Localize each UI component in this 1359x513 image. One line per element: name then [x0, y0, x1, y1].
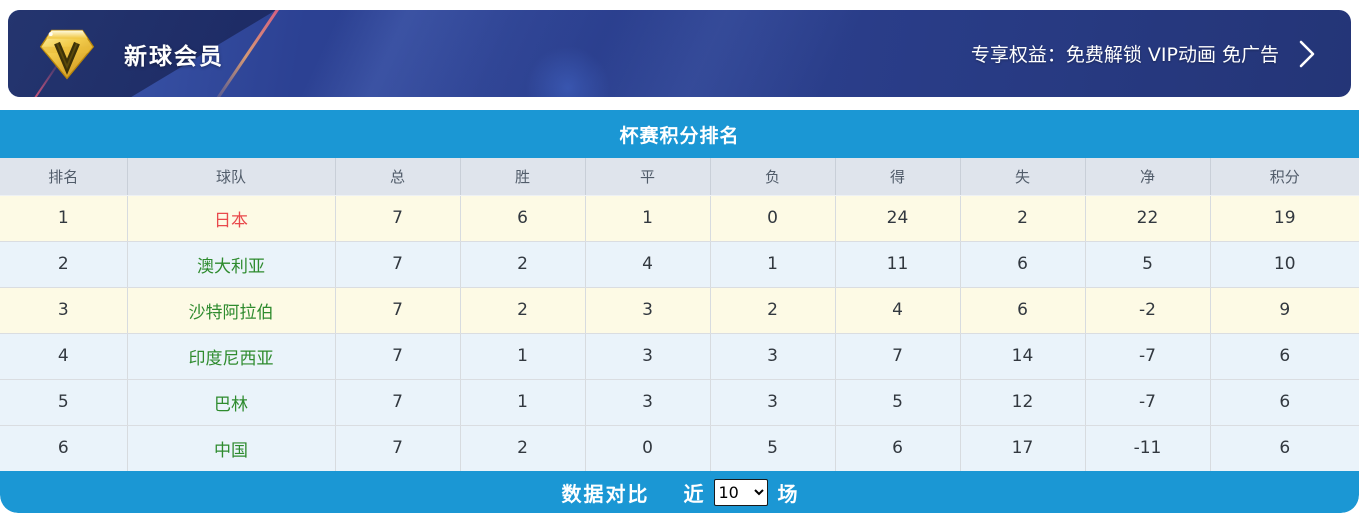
cell-goal-diff: -7 [1085, 379, 1211, 426]
table-title-bar: 杯赛积分排名 [0, 110, 1359, 158]
vip-benefits-link[interactable]: 专享权益：免费解锁 VIP动画 免广告 [971, 39, 1351, 69]
cell-team[interactable]: 日本 [127, 195, 336, 242]
cell-goals-for: 24 [835, 195, 961, 242]
cell-draws: 3 [585, 333, 711, 380]
cell-losses: 0 [710, 195, 836, 242]
chevron-right-icon [1299, 39, 1315, 69]
cell-goals-against: 12 [960, 379, 1086, 426]
cell-goal-diff: 5 [1085, 241, 1211, 288]
cell-wins: 1 [460, 333, 586, 380]
table-row: 6 中国 7 2 0 5 6 17 -11 6 [0, 425, 1359, 472]
cell-goals-for: 6 [835, 425, 961, 472]
cell-rank: 4 [0, 333, 128, 380]
cell-rank: 2 [0, 241, 128, 288]
cell-total: 7 [335, 195, 461, 242]
vip-banner[interactable]: 新球会员 专享权益：免费解锁 VIP动画 免广告 [8, 10, 1351, 97]
benefits-text: 专享权益：免费解锁 VIP动画 免广告 [970, 44, 1279, 66]
cell-total: 7 [335, 287, 461, 334]
cell-goals-for: 7 [835, 333, 961, 380]
table-header-row: 排名 球队 总 胜 平 负 得 失 净 积分 [0, 158, 1359, 196]
col-header-draws: 平 [585, 158, 711, 196]
cell-goal-diff: -2 [1085, 287, 1211, 334]
cell-goals-against: 6 [960, 241, 1086, 288]
col-header-goal-diff: 净 [1085, 158, 1211, 196]
cell-goals-against: 14 [960, 333, 1086, 380]
table-row: 2 澳大利亚 7 2 4 1 11 6 5 10 [0, 241, 1359, 288]
cell-rank: 5 [0, 379, 128, 426]
cell-total: 7 [335, 425, 461, 472]
recent-label: 近 [683, 481, 704, 506]
cell-goals-against: 2 [960, 195, 1086, 242]
cell-draws: 3 [585, 379, 711, 426]
table-row: 4 印度尼西亚 7 1 3 3 7 14 -7 6 [0, 333, 1359, 380]
cell-goals-for: 5 [835, 379, 961, 426]
cell-draws: 3 [585, 287, 711, 334]
cell-team[interactable]: 澳大利亚 [127, 241, 336, 288]
col-header-points: 积分 [1210, 158, 1359, 196]
standings-table: 排名 球队 总 胜 平 负 得 失 净 积分 1 日本 7 6 1 0 24 2… [0, 158, 1359, 472]
cell-team[interactable]: 巴林 [127, 379, 336, 426]
cell-draws: 1 [585, 195, 711, 242]
cell-team[interactable]: 中国 [127, 425, 336, 472]
cell-wins: 2 [460, 241, 586, 288]
cell-total: 7 [335, 379, 461, 426]
cell-goal-diff: 22 [1085, 195, 1211, 242]
cell-losses: 1 [710, 241, 836, 288]
cell-rank: 3 [0, 287, 128, 334]
cell-points: 6 [1210, 379, 1359, 426]
cell-points: 6 [1210, 425, 1359, 472]
cell-goal-diff: -7 [1085, 333, 1211, 380]
compare-bar: 数据对比 近 10 场 [0, 471, 1359, 513]
matches-label: 场 [777, 481, 798, 506]
cell-points: 9 [1210, 287, 1359, 334]
cell-total: 7 [335, 333, 461, 380]
cell-team[interactable]: 印度尼西亚 [127, 333, 336, 380]
recent-count-select[interactable]: 10 [713, 478, 768, 506]
col-header-goals-against: 失 [960, 158, 1086, 196]
cell-losses: 5 [710, 425, 836, 472]
cell-goal-diff: -11 [1085, 425, 1211, 472]
col-header-rank: 排名 [0, 158, 128, 196]
cell-goals-against: 17 [960, 425, 1086, 472]
vip-diamond-icon [38, 24, 96, 84]
cell-draws: 0 [585, 425, 711, 472]
table-row: 1 日本 7 6 1 0 24 2 22 19 [0, 195, 1359, 242]
standings-body: 1 日本 7 6 1 0 24 2 22 19 2 澳大利亚 7 2 4 1 1… [0, 195, 1359, 472]
cell-wins: 6 [460, 195, 586, 242]
table-row: 3 沙特阿拉伯 7 2 3 2 4 6 -2 9 [0, 287, 1359, 334]
cell-total: 7 [335, 241, 461, 288]
banner-streaks-decoration [8, 10, 1351, 97]
cell-rank: 1 [0, 195, 128, 242]
cell-team[interactable]: 沙特阿拉伯 [127, 287, 336, 334]
col-header-wins: 胜 [460, 158, 586, 196]
cell-losses: 3 [710, 379, 836, 426]
cell-rank: 6 [0, 425, 128, 472]
cell-wins: 2 [460, 425, 586, 472]
col-header-goals-for: 得 [835, 158, 961, 196]
cell-goals-for: 11 [835, 241, 961, 288]
cell-wins: 1 [460, 379, 586, 426]
cell-goals-against: 6 [960, 287, 1086, 334]
banner-title: 新球会员 [124, 43, 224, 70]
cell-wins: 2 [460, 287, 586, 334]
cell-losses: 2 [710, 287, 836, 334]
table-row: 5 巴林 7 1 3 3 5 12 -7 6 [0, 379, 1359, 426]
banner-left-group: 新球会员 [8, 24, 224, 84]
cell-points: 6 [1210, 333, 1359, 380]
col-header-losses: 负 [710, 158, 836, 196]
cell-points: 10 [1210, 241, 1359, 288]
cell-losses: 3 [710, 333, 836, 380]
compare-label: 数据对比 [561, 481, 650, 506]
col-header-total: 总 [335, 158, 461, 196]
cell-goals-for: 4 [835, 287, 961, 334]
cell-points: 19 [1210, 195, 1359, 242]
cell-draws: 4 [585, 241, 711, 288]
col-header-team: 球队 [127, 158, 336, 196]
